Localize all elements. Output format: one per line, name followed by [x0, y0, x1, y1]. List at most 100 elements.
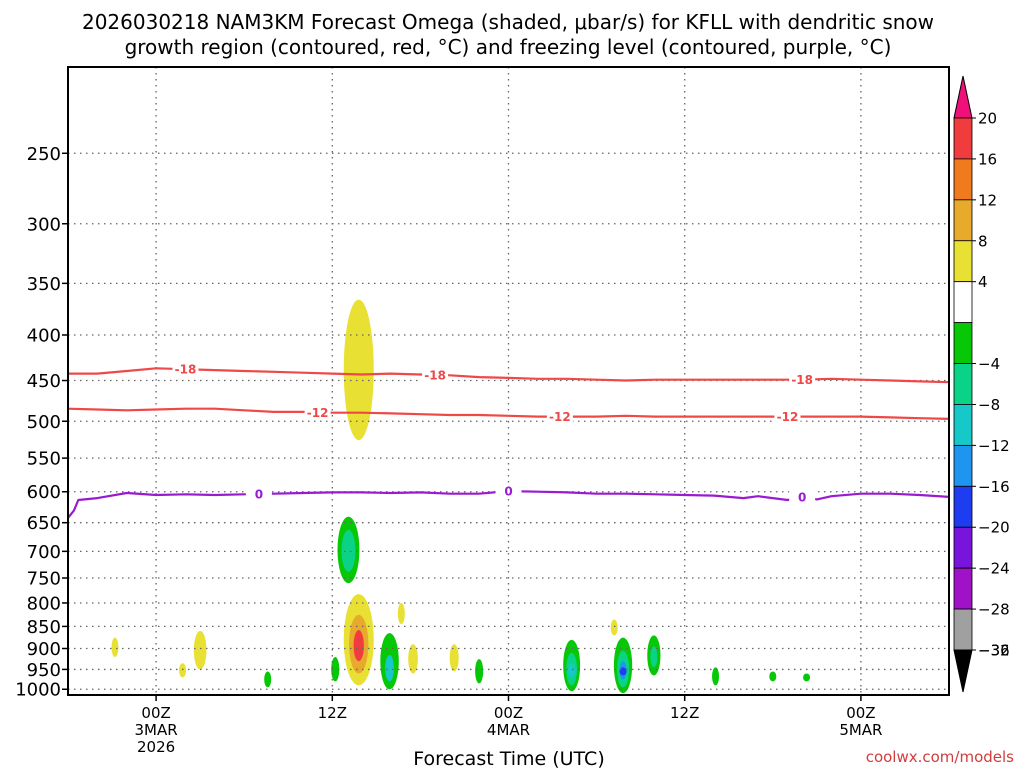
y-tick-label-800: 800 — [27, 593, 61, 614]
omega-blob-23 — [712, 667, 720, 686]
x-tick-label-24-0: 00Z — [494, 704, 523, 722]
colorbar-segment-0 — [953, 117, 973, 160]
contour-label-bg-1-1 — [546, 409, 573, 424]
contour-label-2-1: 0 — [504, 485, 512, 499]
contour-label-0-0: -18 — [175, 363, 197, 377]
omega-blob-5 — [353, 630, 364, 662]
pressure-axis: 2503003504004505005506006507007508008509… — [15, 144, 68, 701]
colorbar-segment-10 — [953, 526, 973, 569]
omega-blob-25 — [803, 673, 811, 682]
y-tick-label-1000: 1000 — [15, 680, 61, 701]
contour-label-bg-2-1 — [495, 484, 522, 499]
colorbar-label-12: −32 — [978, 642, 1010, 660]
x-tick-label-36-0: 12Z — [670, 704, 699, 722]
colorbar-label-13: −36 — [978, 642, 1010, 660]
contour-label-bg-2-2 — [789, 489, 816, 504]
colorbar-segment-4 — [953, 281, 973, 324]
omega-blob-0 — [343, 299, 374, 441]
y-tick-label-950: 950 — [27, 660, 61, 681]
x-tick-label-0-1: 3MAR — [135, 721, 178, 739]
colorbar-label-4: 4 — [978, 273, 988, 291]
omega-blob-10 — [397, 602, 405, 625]
contour-label-1-2: -12 — [777, 410, 799, 424]
omega-blob-11 — [449, 644, 459, 672]
colorbar-segment-12 — [953, 608, 973, 651]
omega-colorbar: 20 16 12 8 4 −4 −8 −12 −16 −20 −24 −28 −32−36 — [953, 75, 1010, 693]
y-tick-label-450: 450 — [27, 371, 61, 392]
y-tick-label-550: 550 — [27, 449, 61, 470]
colorbar-label-8: −16 — [978, 478, 1010, 496]
site-credit: coolwx.com/models — [866, 748, 1014, 766]
y-tick-label-850: 850 — [27, 617, 61, 638]
colorbar-label-0: 20 — [978, 110, 997, 128]
colorbar-bottom-arrow — [953, 649, 973, 693]
y-tick-label-750: 750 — [27, 569, 61, 590]
contour-line-1 — [68, 407, 949, 420]
omega-blob-29 — [264, 671, 272, 688]
y-tick-label-300: 300 — [27, 214, 61, 235]
omega-blob-8 — [385, 654, 394, 682]
chart-title-line2: growth region (contoured, red, °C) and f… — [125, 35, 892, 59]
x-tick-label-48-1: 5MAR — [839, 721, 882, 739]
omega-blob-27 — [179, 663, 187, 678]
omega-blob-16 — [610, 619, 618, 636]
colorbar-segment-1 — [953, 158, 973, 201]
contour-label-2-2: 0 — [798, 490, 806, 504]
contour-label-bg-2-0 — [245, 486, 272, 501]
colorbar-segment-7 — [953, 404, 973, 446]
x-tick-label-0-2: 2026 — [137, 738, 175, 756]
omega-blob-28 — [193, 630, 207, 670]
colorbar-label-9: −20 — [978, 519, 1010, 537]
colorbar-segment-9 — [953, 485, 973, 528]
contour-label-0-1: -18 — [424, 368, 446, 382]
omega-blob-24 — [769, 671, 777, 682]
colorbar-label-11: −28 — [978, 601, 1010, 619]
y-tick-label-600: 600 — [27, 482, 61, 503]
x-tick-label-48-0: 00Z — [846, 704, 875, 722]
x-tick-label-24-1: 4MAR — [487, 721, 530, 739]
colorbar-label-3: 8 — [978, 232, 988, 250]
y-tick-label-650: 650 — [27, 513, 61, 534]
colorbar-segment-11 — [953, 567, 973, 610]
colorbar-top-arrow — [953, 75, 973, 119]
contour-label-bg-0-1 — [422, 367, 449, 382]
colorbar-label-10: −24 — [978, 560, 1010, 578]
contour-label-bg-0-2 — [789, 372, 816, 387]
y-tick-label-400: 400 — [27, 325, 61, 346]
omega-blob-15 — [568, 663, 576, 678]
contour-label-bg-0-0 — [172, 362, 199, 377]
colorbar-segment-6 — [953, 363, 973, 405]
grid-lines — [68, 67, 949, 695]
contour-label-0-2: -18 — [791, 373, 813, 387]
omega-shading — [111, 299, 811, 694]
omega-blob-9 — [408, 644, 418, 674]
colorbar-label-2: 12 — [978, 191, 997, 209]
contour-label-1-1: -12 — [549, 410, 571, 424]
chart-title-line1: 2026030218 NAM3KM Forecast Omega (shaded… — [82, 10, 934, 34]
colorbar-segment-8 — [953, 444, 973, 487]
y-tick-label-700: 700 — [27, 542, 61, 563]
colorbar-label-6: −8 — [978, 396, 1000, 414]
contour-label-bg-1-0 — [304, 405, 331, 420]
contour-label-bg-1-2 — [774, 409, 801, 424]
x-axis-label: Forecast Time (UTC) — [413, 748, 604, 768]
colorbar-label-7: −12 — [978, 437, 1010, 455]
colorbar-segment-5 — [953, 322, 973, 364]
y-tick-label-250: 250 — [27, 144, 61, 165]
contour-label-1-0: -12 — [307, 406, 329, 420]
colorbar-label-5: −4 — [978, 355, 1000, 373]
temperature-contours: -18 -18 -18 -12 -12 -12 0 0 0 — [68, 362, 949, 519]
contour-label-2-0: 0 — [255, 487, 263, 501]
x-tick-label-0-0: 00Z — [141, 704, 170, 722]
omega-blob-20 — [619, 667, 627, 676]
colorbar-segment-2 — [953, 199, 973, 242]
y-tick-label-900: 900 — [27, 639, 61, 660]
y-tick-label-350: 350 — [27, 274, 61, 295]
omega-blob-6 — [331, 657, 340, 682]
x-tick-label-12-0: 12Z — [318, 704, 347, 722]
omega-blob-2 — [341, 529, 356, 572]
colorbar-label-1: 16 — [978, 150, 997, 168]
omega-blob-22 — [650, 646, 658, 668]
